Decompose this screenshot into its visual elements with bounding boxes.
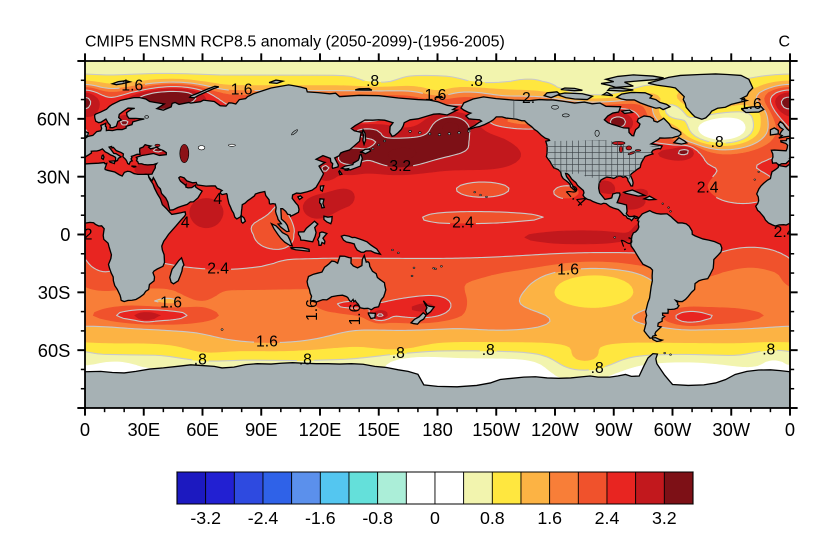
svg-text:.8: .8 [470, 73, 483, 90]
svg-text:1.6: 1.6 [347, 303, 364, 325]
svg-text:-2.4: -2.4 [248, 508, 279, 528]
svg-text:2.: 2. [617, 235, 637, 253]
svg-text:1.6: 1.6 [231, 82, 253, 99]
svg-text:180: 180 [422, 419, 453, 440]
svg-text:0: 0 [430, 508, 440, 528]
svg-text:30N: 30N [37, 166, 71, 187]
svg-text:1.6: 1.6 [425, 87, 447, 104]
svg-text:.8: .8 [482, 342, 495, 359]
svg-text:30W: 30W [712, 419, 750, 440]
svg-text:150E: 150E [357, 419, 400, 440]
svg-text:1.6: 1.6 [304, 299, 321, 321]
svg-text:-1.6: -1.6 [305, 508, 336, 528]
svg-text:2.4: 2.4 [697, 179, 719, 196]
svg-text:60N: 60N [37, 108, 71, 129]
svg-text:30S: 30S [38, 282, 71, 303]
svg-text:.8: .8 [591, 360, 604, 377]
svg-text:90E: 90E [245, 419, 278, 440]
svg-text:1.6: 1.6 [740, 96, 762, 113]
svg-text:CMIP5 ENSMN RCP8.5 anomaly (20: CMIP5 ENSMN RCP8.5 anomaly (2050-2099)-(… [85, 33, 505, 50]
svg-text:2.4: 2.4 [452, 215, 474, 232]
svg-text:150W: 150W [472, 419, 521, 440]
svg-text:120E: 120E [299, 419, 342, 440]
svg-text:90W: 90W [595, 419, 633, 440]
svg-text:3.2: 3.2 [652, 508, 677, 528]
svg-text:2: 2 [84, 227, 93, 244]
svg-text:.8: .8 [711, 134, 724, 151]
svg-text:1.6: 1.6 [537, 508, 562, 528]
svg-text:1.6: 1.6 [557, 261, 579, 278]
svg-text:0: 0 [80, 419, 90, 440]
svg-text:-0.8: -0.8 [362, 508, 393, 528]
svg-text:1.6: 1.6 [256, 334, 278, 351]
svg-text:0: 0 [60, 224, 70, 245]
svg-text:2.4: 2.4 [207, 260, 229, 277]
svg-text:2.: 2. [522, 90, 535, 107]
svg-text:2.4: 2.4 [595, 508, 620, 528]
svg-text:120W: 120W [531, 419, 580, 440]
svg-text:60S: 60S [38, 340, 71, 361]
svg-text:2.4: 2.4 [774, 224, 796, 241]
svg-text:3.2: 3.2 [389, 158, 411, 175]
svg-text:.8: .8 [392, 345, 405, 362]
svg-text:.8: .8 [366, 73, 379, 90]
svg-text:-3.2: -3.2 [190, 508, 221, 528]
svg-text:.8: .8 [299, 352, 312, 369]
svg-text:0: 0 [785, 419, 795, 440]
svg-text:60W: 60W [654, 419, 692, 440]
svg-text:60E: 60E [186, 419, 219, 440]
svg-text:.8: .8 [762, 341, 775, 358]
svg-text:30E: 30E [127, 419, 160, 440]
svg-text:1.6: 1.6 [160, 295, 182, 312]
svg-text:C: C [778, 33, 790, 50]
svg-text:4: 4 [213, 191, 222, 208]
svg-text:0.8: 0.8 [480, 508, 505, 528]
svg-text:4: 4 [181, 215, 190, 232]
svg-text:1.6: 1.6 [121, 77, 143, 94]
svg-text:.8: .8 [194, 352, 207, 369]
